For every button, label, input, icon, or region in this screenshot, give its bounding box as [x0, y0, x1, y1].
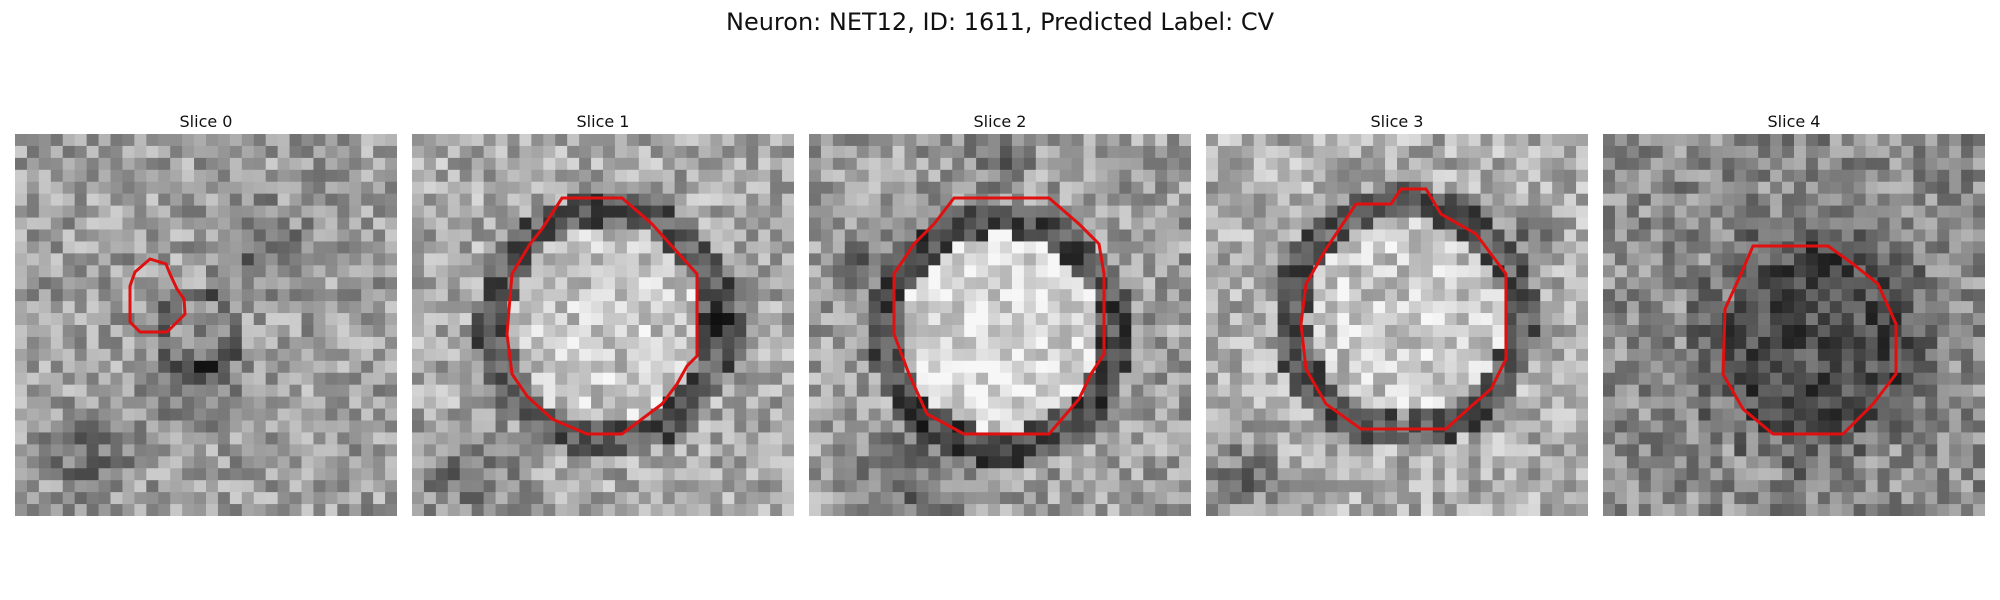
- slice-title-3: Slice 3: [1370, 112, 1424, 131]
- slice-image-2: [809, 134, 1191, 516]
- slice-image-4: [1603, 134, 1985, 516]
- slice-title-2: Slice 2: [973, 112, 1027, 131]
- slice-image-1: [412, 134, 794, 516]
- roi-contour-0: [128, 257, 187, 334]
- slice-image-3: [1206, 134, 1588, 516]
- slice-image-0: [15, 134, 397, 516]
- slice-panel-4: Slice 4: [1603, 110, 1985, 516]
- slice-panel-1: Slice 1: [412, 110, 794, 516]
- slice-panel-0: Slice 0: [15, 110, 397, 516]
- roi-contour-3: [1299, 187, 1508, 431]
- roi-contour-2: [892, 196, 1106, 436]
- slice-title-0: Slice 0: [179, 112, 233, 131]
- slice-title-1: Slice 1: [576, 112, 630, 131]
- slice-title-4: Slice 4: [1767, 112, 1821, 131]
- roi-contour-1: [505, 196, 699, 436]
- figure-title: Neuron: NET12, ID: 1611, Predicted Label…: [726, 8, 1274, 36]
- slice-panel-2: Slice 2: [809, 110, 1191, 516]
- slice-panel-3: Slice 3: [1206, 110, 1588, 516]
- roi-contour-4: [1721, 244, 1898, 436]
